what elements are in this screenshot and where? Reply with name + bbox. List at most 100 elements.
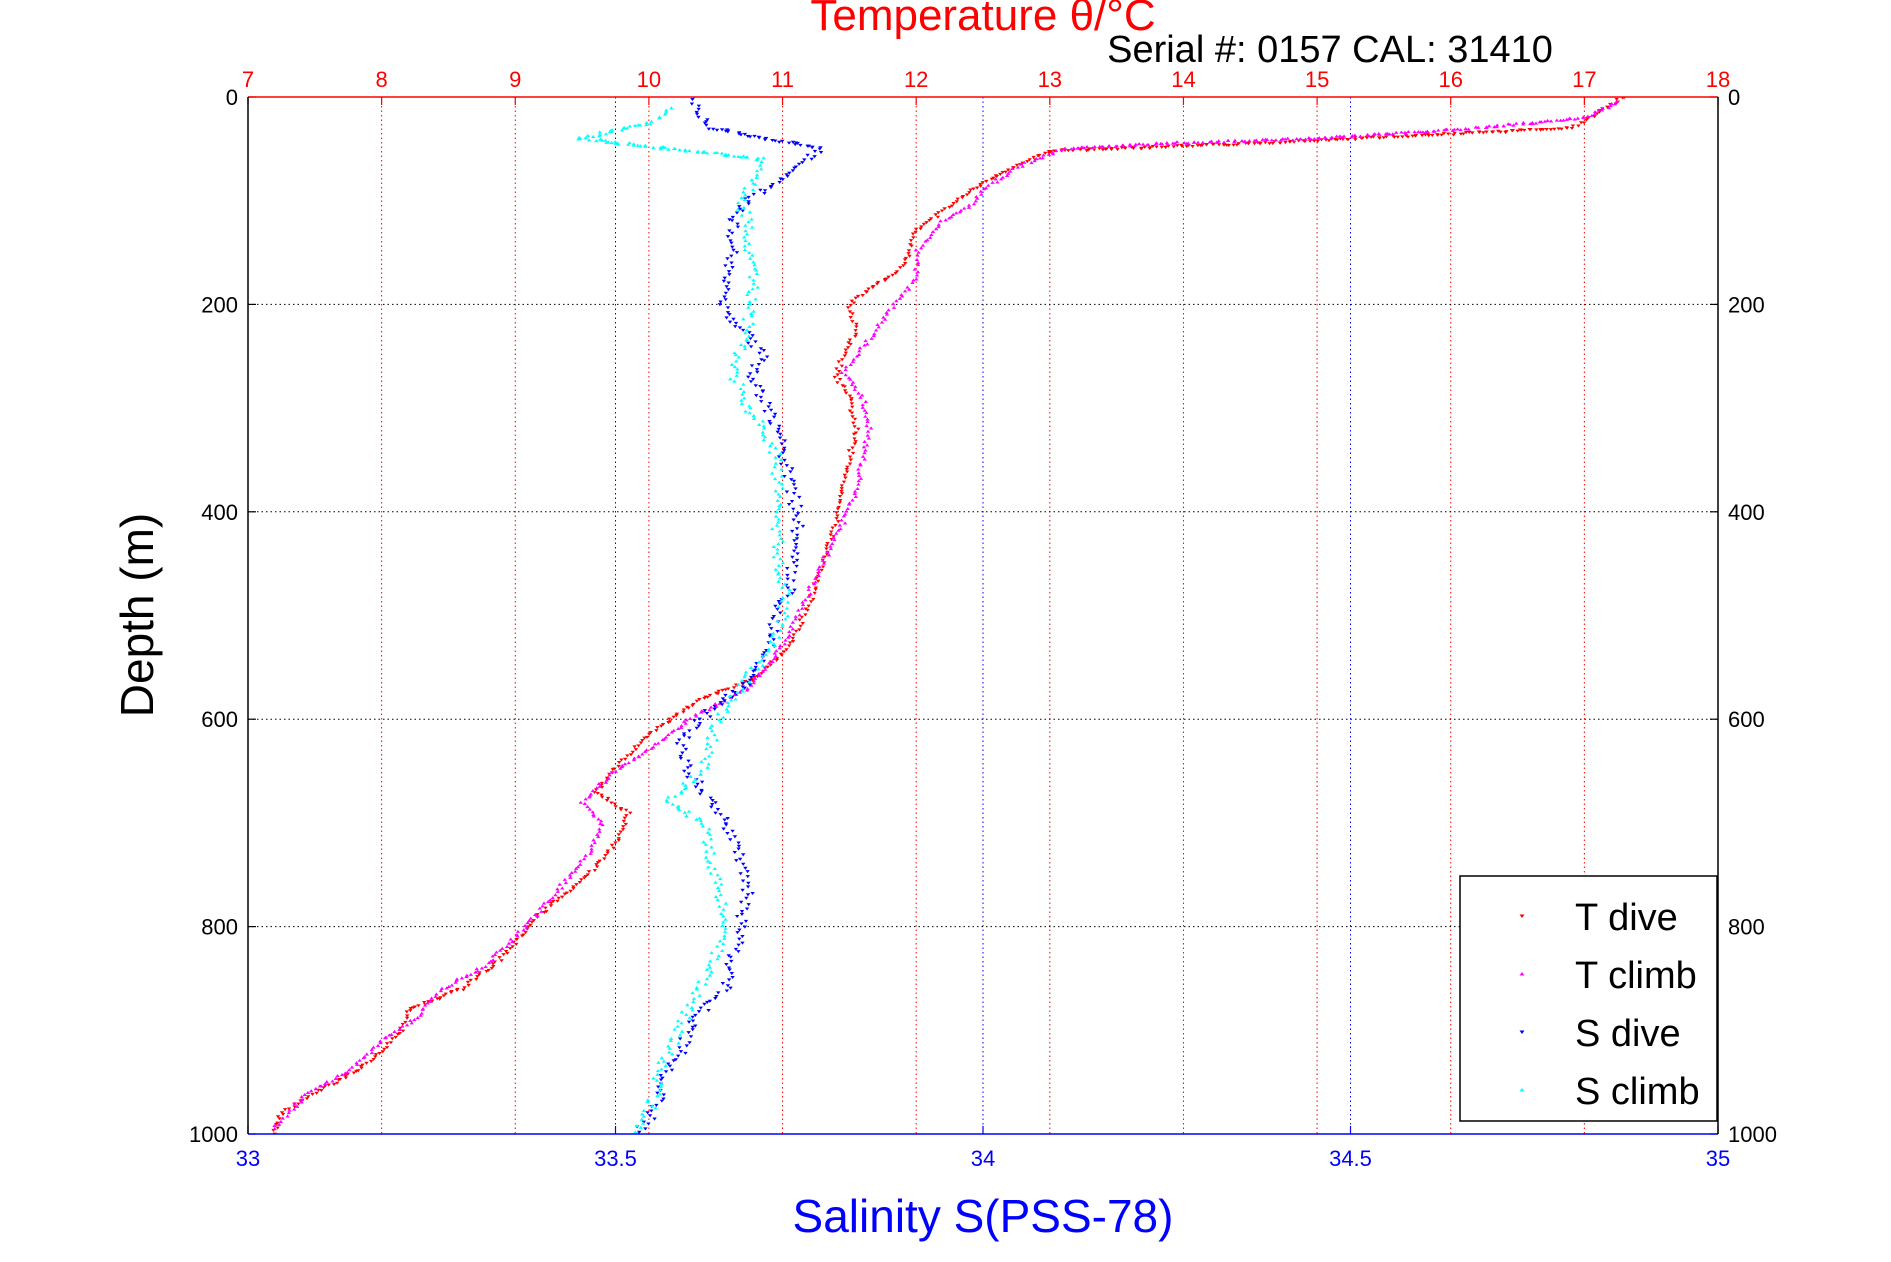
data-point [295, 1104, 300, 1108]
data-point [1592, 110, 1598, 114]
data-point [395, 1032, 401, 1036]
data-point [746, 341, 751, 345]
data-point [742, 248, 748, 252]
data-point [850, 451, 856, 455]
tick-label-depth-right: 1000 [1728, 1122, 1777, 1147]
data-point [1142, 145, 1148, 149]
data-point [1506, 122, 1511, 126]
data-point [791, 518, 796, 522]
data-point [771, 615, 777, 619]
data-point [648, 731, 653, 735]
data-point [479, 966, 485, 970]
data-point [671, 715, 676, 719]
data-point [621, 825, 626, 829]
data-point [839, 484, 845, 488]
data-point [908, 239, 914, 243]
data-point [563, 881, 569, 885]
data-point [632, 745, 637, 749]
tick-label-temp: 10 [637, 67, 661, 92]
data-point [693, 1013, 698, 1017]
data-point [718, 911, 724, 916]
data-point [747, 210, 753, 214]
data-point [1561, 118, 1566, 122]
data-point [725, 817, 730, 821]
data-point [590, 789, 596, 793]
data-point [722, 295, 727, 299]
data-point [1503, 131, 1508, 135]
data-point [676, 1041, 681, 1045]
data-point [927, 218, 932, 222]
data-point [1406, 129, 1411, 134]
data-point [702, 709, 708, 713]
data-point [742, 132, 748, 136]
data-point [453, 980, 458, 984]
data-point [816, 573, 821, 577]
data-point [1252, 142, 1257, 146]
data-point [784, 490, 790, 494]
data-point [845, 306, 851, 310]
data-point [912, 267, 917, 271]
data-point [753, 340, 758, 344]
data-point [666, 147, 671, 151]
data-point [624, 126, 630, 130]
data-point [632, 756, 637, 760]
data-point [705, 830, 711, 834]
data-point [1204, 143, 1209, 147]
data-point [730, 266, 735, 270]
data-point [658, 147, 663, 151]
data-point [793, 543, 799, 547]
data-point [754, 175, 759, 179]
data-point [1520, 122, 1526, 126]
data-point [740, 689, 745, 693]
data-point [737, 207, 743, 211]
data-point [693, 777, 698, 781]
data-point [286, 1111, 292, 1115]
data-point [724, 153, 729, 158]
data-point [708, 705, 714, 709]
data-point [733, 359, 739, 363]
data-point [730, 829, 735, 833]
data-point [1216, 143, 1222, 147]
data-point [748, 345, 754, 349]
data-point [955, 197, 960, 201]
data-point [448, 991, 454, 995]
data-point [845, 346, 851, 350]
data-point [705, 859, 711, 863]
data-point [1027, 158, 1032, 162]
data-point [619, 758, 624, 762]
data-point [750, 334, 755, 338]
data-point [704, 151, 710, 155]
data-point [1481, 131, 1486, 135]
data-point [597, 784, 602, 788]
data-point [852, 437, 857, 441]
data-point [699, 759, 704, 763]
data-point [609, 843, 615, 847]
data-point [521, 928, 526, 932]
data-point [1377, 132, 1382, 136]
data-point [578, 136, 583, 140]
data-point [913, 248, 919, 252]
data-point [747, 411, 752, 415]
data-point [936, 223, 941, 227]
data-point [814, 576, 819, 580]
data-point [604, 776, 610, 780]
data-point [744, 232, 750, 236]
data-point [894, 299, 899, 303]
data-point [716, 889, 722, 893]
data-point [1589, 113, 1595, 117]
data-point [403, 1020, 408, 1024]
data-point [812, 591, 817, 595]
data-point [658, 1088, 663, 1092]
data-point [829, 538, 834, 542]
data-point [698, 1006, 703, 1010]
data-point [749, 225, 755, 229]
data-point [621, 126, 626, 130]
data-point [886, 308, 891, 312]
data-point [439, 986, 445, 990]
data-point [787, 588, 792, 592]
data-point [953, 211, 959, 215]
data-point [1283, 141, 1288, 145]
data-point [674, 742, 680, 746]
data-point [756, 135, 761, 139]
data-point [790, 639, 796, 644]
